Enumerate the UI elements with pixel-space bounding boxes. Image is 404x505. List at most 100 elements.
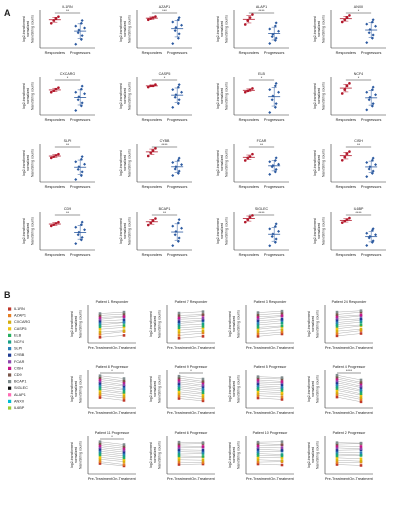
x-tick-label: Progressors xyxy=(70,185,91,189)
pair-line xyxy=(258,332,282,334)
on-treatment-point xyxy=(202,325,205,328)
legend-entry: ELB xyxy=(8,333,22,337)
x-tick-label: On-Treatment xyxy=(349,346,373,350)
on-treatment-point xyxy=(202,392,205,395)
x-tick-label: On-Treatment xyxy=(270,411,294,415)
x-tick-label: Pre-Treatment xyxy=(167,346,192,350)
x-tick-label: Pre-Treatment xyxy=(246,477,271,481)
pre-treatment-point xyxy=(336,332,339,335)
pre-treatment-point xyxy=(257,461,260,464)
on-treatment-point xyxy=(202,455,205,458)
legend-entry: CISH xyxy=(8,366,23,370)
y-axis-label: NanoString counts xyxy=(78,375,82,403)
legend-entry: CASP5 xyxy=(8,327,26,331)
progressor-point xyxy=(81,85,84,88)
on-treatment-point xyxy=(202,380,205,383)
progressor-point xyxy=(374,25,377,28)
pair-line xyxy=(258,386,282,387)
on-treatment-point xyxy=(281,392,284,395)
progressor-point xyxy=(81,34,84,37)
on-treatment-point xyxy=(202,395,205,398)
on-treatment-point xyxy=(202,310,205,313)
responder-point xyxy=(50,91,53,94)
x-tick-label: Pre-Treatment xyxy=(325,477,350,481)
x-tick-label: Responders xyxy=(45,253,66,257)
pre-treatment-point xyxy=(336,311,339,314)
pair-line xyxy=(258,398,282,399)
pair-line xyxy=(100,391,124,394)
progressor-point xyxy=(83,27,86,30)
responder-point xyxy=(50,157,53,160)
pair-line xyxy=(337,331,361,334)
pair-line xyxy=(258,384,282,385)
responder-point xyxy=(343,88,346,91)
pre-treatment-point xyxy=(336,396,339,399)
progressor-point xyxy=(174,29,177,32)
progressor-point xyxy=(275,102,278,105)
progressor-point xyxy=(268,244,271,247)
plot-title: Patient 5 Progressor xyxy=(254,365,288,369)
panel-b-legend: IL1RNAZAP1CXCARGCASP5ELBNCF4SLPICYBBFCAR… xyxy=(8,307,30,410)
pair-line xyxy=(258,319,282,320)
pre-treatment-point xyxy=(178,334,181,337)
responder-point xyxy=(341,92,344,95)
legend-label: ELB xyxy=(14,333,22,337)
plot-title: Patient 3 Responder xyxy=(254,300,288,304)
responder-point xyxy=(147,18,150,21)
responder-point xyxy=(251,214,254,217)
progressor-point xyxy=(83,92,86,95)
on-treatment-point xyxy=(202,445,205,448)
on-treatment-point xyxy=(281,314,284,317)
on-treatment-point xyxy=(360,451,363,454)
x-tick-label: Responders xyxy=(239,185,260,189)
pre-treatment-point xyxy=(336,321,339,324)
x-tick-label: Pre-Treatment xyxy=(88,346,113,350)
pair-line xyxy=(337,334,361,336)
x-tick-label: Pre-Treatment xyxy=(88,411,113,415)
responder-point xyxy=(57,86,60,89)
responder-point xyxy=(341,221,344,224)
on-treatment-point xyxy=(123,311,126,314)
pair-line xyxy=(258,321,282,323)
on-treatment-point xyxy=(281,449,284,452)
responder-point xyxy=(147,155,150,158)
responder-point xyxy=(50,225,53,228)
pair-line xyxy=(258,382,282,383)
pre-treatment-point xyxy=(336,330,339,333)
pre-treatment-point xyxy=(99,374,102,377)
on-treatment-point xyxy=(123,443,126,446)
pre-treatment-point xyxy=(336,327,339,330)
y-axis-label: NanoString counts xyxy=(30,149,34,177)
progressor-point xyxy=(365,41,368,44)
responder-point xyxy=(57,221,60,224)
pair-line xyxy=(337,460,361,461)
legend-entry: AZAP1 xyxy=(8,314,26,318)
pre-treatment-point xyxy=(178,463,181,466)
x-tick-label: Progressors xyxy=(264,185,285,189)
pre-treatment-point xyxy=(178,375,181,378)
x-tick-label: Progressors xyxy=(167,118,188,122)
legend-swatch xyxy=(8,354,11,357)
y-axis-label: NanoString counts xyxy=(236,441,240,469)
responder-point xyxy=(50,22,53,25)
progressor-point xyxy=(268,160,271,163)
progressor-point xyxy=(275,82,278,85)
legend-label: CISH xyxy=(14,366,23,370)
y-axis-label: NanoString counts xyxy=(321,217,325,245)
x-tick-label: Pre-Treatment xyxy=(167,411,192,415)
x-tick-label: Progressors xyxy=(361,51,382,55)
pair-line xyxy=(179,312,203,313)
progressor-point xyxy=(374,233,377,236)
pre-treatment-point xyxy=(257,311,260,314)
pair-line xyxy=(337,458,361,459)
legend-swatch xyxy=(8,360,11,363)
pair-line xyxy=(100,335,124,337)
on-treatment-point xyxy=(123,324,126,327)
y-axis-label: NanoString counts xyxy=(127,217,131,245)
legend-label: SLPI xyxy=(14,347,22,351)
progressor-point xyxy=(171,20,174,23)
